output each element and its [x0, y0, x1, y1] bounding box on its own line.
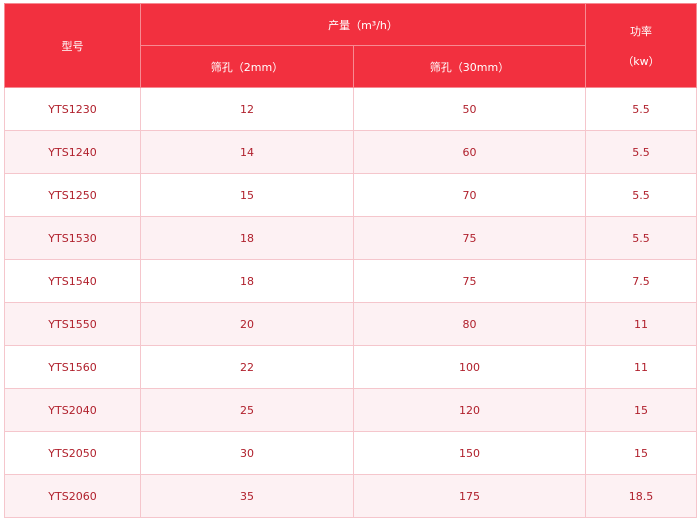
cell-sieve-30mm: 100	[353, 345, 586, 389]
cell-sieve-2mm: 15	[140, 173, 354, 217]
header-model: 型号	[4, 3, 141, 88]
cell-model: YTS1550	[4, 302, 141, 346]
cell-model: YTS1540	[4, 259, 141, 303]
table-row: YTS1540 18 75 7.5	[4, 259, 697, 303]
header-power: 功率 （kw）	[585, 3, 697, 88]
cell-power: 5.5	[585, 173, 697, 217]
header-output: 产量（m³/h）	[140, 3, 586, 46]
cell-power: 7.5	[585, 259, 697, 303]
table-row: YTS1250 15 70 5.5	[4, 173, 697, 217]
cell-sieve-30mm: 60	[353, 130, 586, 174]
cell-model: YTS2040	[4, 388, 141, 432]
cell-power: 5.5	[585, 216, 697, 260]
cell-sieve-30mm: 150	[353, 431, 586, 475]
cell-power: 15	[585, 431, 697, 475]
cell-sieve-30mm: 70	[353, 173, 586, 217]
cell-model: YTS2060	[4, 474, 141, 518]
cell-sieve-2mm: 25	[140, 388, 354, 432]
cell-power: 18.5	[585, 474, 697, 518]
table-row: YTS1560 22 100 11	[4, 345, 697, 389]
spec-table: 型号 产量（m³/h） 功率 （kw） 筛孔（2mm） 筛孔（30mm） YTS…	[4, 3, 697, 518]
cell-power: 11	[585, 302, 697, 346]
cell-model: YTS1560	[4, 345, 141, 389]
cell-sieve-2mm: 18	[140, 216, 354, 260]
table-row: YTS1240 14 60 5.5	[4, 130, 697, 174]
table-row: YTS1550 20 80 11	[4, 302, 697, 346]
header-power-label: 功率	[630, 24, 652, 38]
cell-power: 15	[585, 388, 697, 432]
cell-sieve-2mm: 22	[140, 345, 354, 389]
cell-sieve-30mm: 175	[353, 474, 586, 518]
cell-sieve-30mm: 75	[353, 259, 586, 303]
cell-model: YTS1530	[4, 216, 141, 260]
cell-sieve-2mm: 12	[140, 87, 354, 131]
cell-model: YTS1250	[4, 173, 141, 217]
cell-model: YTS1230	[4, 87, 141, 131]
header-sieve-30mm: 筛孔（30mm）	[353, 45, 586, 88]
cell-sieve-30mm: 80	[353, 302, 586, 346]
cell-power: 5.5	[585, 130, 697, 174]
header-power-unit: （kw）	[622, 54, 660, 68]
table-row: YTS1230 12 50 5.5	[4, 87, 697, 131]
table-row: YTS2040 25 120 15	[4, 388, 697, 432]
cell-sieve-2mm: 20	[140, 302, 354, 346]
cell-model: YTS1240	[4, 130, 141, 174]
cell-power: 11	[585, 345, 697, 389]
cell-sieve-30mm: 50	[353, 87, 586, 131]
cell-sieve-30mm: 120	[353, 388, 586, 432]
cell-model: YTS2050	[4, 431, 141, 475]
table-row: YTS1530 18 75 5.5	[4, 216, 697, 260]
header-sieve-2mm: 筛孔（2mm）	[140, 45, 354, 88]
cell-sieve-2mm: 35	[140, 474, 354, 518]
cell-sieve-2mm: 14	[140, 130, 354, 174]
cell-power: 5.5	[585, 87, 697, 131]
cell-sieve-30mm: 75	[353, 216, 586, 260]
table-row: YTS2050 30 150 15	[4, 431, 697, 475]
table-row: YTS2060 35 175 18.5	[4, 474, 697, 518]
cell-sieve-2mm: 30	[140, 431, 354, 475]
cell-sieve-2mm: 18	[140, 259, 354, 303]
